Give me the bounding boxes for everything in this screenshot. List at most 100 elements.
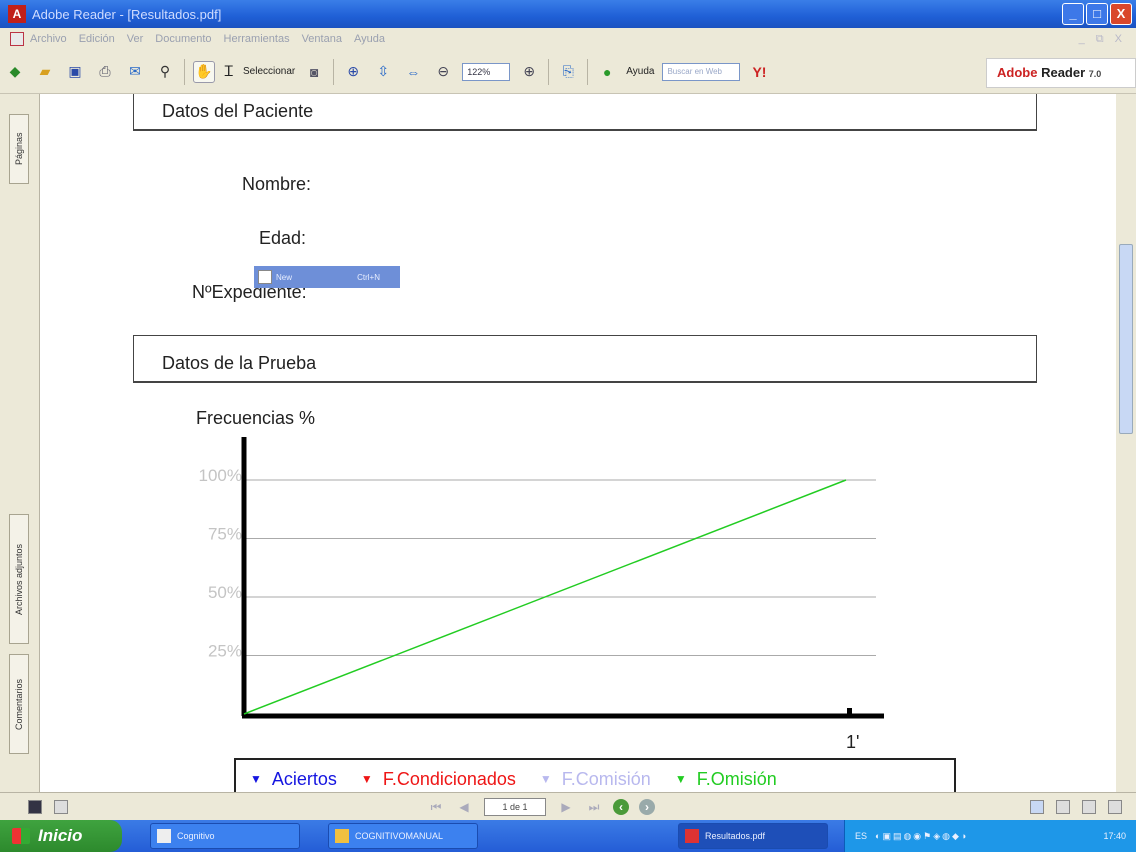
menu-ver[interactable]: Ver — [126, 33, 144, 45]
tab-archivos-adjuntos[interactable]: Archivos adjuntos — [9, 514, 29, 644]
page-layout-icon[interactable] — [28, 799, 42, 814]
system-tray: ES ◐▣▤◍◉⚑◈◍◆◑ 17:40 — [844, 820, 1136, 852]
continuous-icon[interactable] — [1056, 799, 1070, 814]
start-label: Inicio — [38, 826, 83, 845]
legend-label: F.Comisión — [561, 768, 651, 789]
go-back-icon[interactable]: ‹ — [613, 798, 629, 815]
toolbar-separator — [333, 58, 335, 85]
document-window-controls[interactable]: _ ⧉ X — [1078, 32, 1126, 45]
menu-herramientas[interactable]: Herramientas — [223, 33, 290, 45]
menu-documento[interactable]: Documento — [155, 33, 212, 45]
taskbar-item-cognitivo[interactable]: Cognitivo — [150, 823, 300, 849]
patient-section-header: Datos del Paciente — [133, 94, 1037, 131]
last-page-icon[interactable]: ⏭ — [588, 799, 600, 814]
series-line-f-omisi-n — [243, 479, 847, 715]
continuous-facing-icon[interactable] — [1108, 799, 1122, 814]
tray-icons[interactable]: ◐▣▤◍◉⚑◈◍◆◑ — [875, 830, 969, 841]
legend-marker-icon: ▼ — [250, 772, 262, 786]
menu-archivo[interactable]: Archivo — [30, 33, 67, 45]
organizer-icon[interactable]: ◆ — [9, 63, 21, 79]
zoom-level-field[interactable]: 122% — [462, 62, 511, 81]
menu-edicion[interactable]: Edición — [78, 33, 115, 45]
next-page-icon[interactable]: ▶ — [561, 799, 571, 814]
help-globe-icon[interactable]: ● — [603, 63, 612, 80]
tab-comentarios[interactable]: Comentarios — [9, 654, 29, 754]
menu-ventana[interactable]: Ventana — [301, 33, 342, 45]
close-button[interactable]: X — [1110, 3, 1132, 25]
taskbar-item-resultados[interactable]: Resultados.pdf — [678, 823, 828, 849]
binoculars-icon[interactable]: ⚲ — [159, 63, 171, 79]
y-tick-label: 25% — [208, 642, 242, 661]
select-tool-label[interactable]: Seleccionar — [243, 66, 296, 77]
print-icon[interactable]: ⎙ — [99, 63, 111, 79]
legend-label: F.Omisión — [696, 768, 777, 789]
taskbar-item-label: Resultados.pdf — [705, 831, 766, 841]
brand-version: 7.0 — [1088, 69, 1102, 79]
test-section-header: Datos de la Prueba — [133, 335, 1037, 383]
email-icon[interactable]: ✉ — [129, 63, 141, 79]
taskbar-item-label: COGNITIVOMANUAL — [355, 831, 444, 841]
nombre-label: Nombre: — [242, 174, 312, 194]
legend-marker-icon: ▼ — [674, 772, 687, 786]
zoom-in-icon[interactable]: ⊕ — [347, 63, 360, 79]
scrollbar-thumb[interactable] — [1119, 244, 1133, 434]
snapshot-icon[interactable]: ◙ — [310, 63, 319, 80]
text-select-icon[interactable]: Ꮖ — [224, 63, 234, 79]
fit-width-icon[interactable]: ⇔ — [406, 63, 421, 80]
menu-ayuda[interactable]: Ayuda — [353, 33, 385, 45]
help-button[interactable]: Ayuda — [626, 66, 655, 77]
previous-page-icon[interactable]: ◀ — [459, 799, 469, 814]
taskbar-item-cognitivomanual[interactable]: COGNITIVOMANUAL — [328, 823, 478, 849]
tab-paginas[interactable]: Páginas — [9, 114, 29, 184]
legend-item: ▼ Aciertos — [250, 769, 337, 790]
save-icon[interactable]: ▣ — [68, 63, 82, 79]
actual-size-icon[interactable]: ⇳ — [377, 63, 390, 79]
page-size-icon[interactable] — [54, 799, 68, 814]
context-menu-shortcut: Ctrl+N — [357, 272, 380, 282]
legend-label: F.Condicionados — [382, 768, 516, 789]
legend-label: Aciertos — [271, 768, 337, 789]
toolbar-separator — [587, 58, 589, 85]
page-number-field[interactable]: 1 de 1 — [484, 797, 546, 816]
start-button[interactable]: Inicio — [0, 820, 122, 852]
go-forward-icon[interactable]: › — [639, 798, 655, 815]
facing-icon[interactable] — [1082, 799, 1096, 814]
vertical-scrollbar[interactable] — [1116, 94, 1136, 792]
rotate-page-icon[interactable]: ⎘ — [562, 63, 574, 79]
windows-logo-icon — [12, 828, 30, 844]
legend-marker-icon: ▼ — [360, 772, 373, 786]
x-tick-mark — [847, 708, 852, 714]
legend-item: ▼ F.Condicionados — [361, 769, 516, 790]
document-view[interactable]: Datos del Paciente Nombre: Edad: NºExped… — [40, 94, 1116, 792]
chart-title: Frecuencias % — [196, 408, 315, 428]
first-page-icon[interactable]: ⏮ — [430, 799, 442, 814]
taskbar-item-label: Cognitivo — [177, 831, 215, 841]
chart-legend: ▼ Aciertos ▼ F.Condicionados ▼ F.Comisión ▼ F.O… — [234, 758, 956, 792]
toolbar: ◆ ▰ ▣ ⎙ ✉ ⚲ ✋ Ꮖ Seleccionar ◙ ⊕ ⇳ ⇔ ⊖ 12… — [0, 50, 1136, 94]
toolbar-separator — [548, 58, 550, 85]
x-tick-label: 1' — [846, 732, 859, 752]
web-search-input[interactable]: Buscar en Web — [662, 62, 741, 81]
window-title: Adobe Reader - [Resultados.pdf] — [32, 6, 222, 22]
y-tick-label: 100% — [199, 466, 242, 485]
status-bar: ⏮ ◀ 1 de 1 ▶ ⏭ ‹ › — [0, 792, 1136, 820]
language-indicator[interactable]: ES — [855, 831, 868, 841]
frequency-chart: Frecuencias % 25% 50% 75% 100% 1' — [196, 408, 884, 752]
yahoo-icon[interactable]: Y! — [752, 63, 767, 80]
new-document-icon — [258, 270, 272, 284]
app-window-icon — [157, 829, 171, 843]
single-page-icon[interactable] — [1030, 799, 1044, 814]
context-menu-hint[interactable]: New Ctrl+N — [254, 266, 400, 288]
pdf-file-icon — [685, 829, 699, 843]
minimize-button[interactable]: _ — [1062, 3, 1084, 25]
zoom-plus-icon[interactable]: ⊕ — [523, 63, 536, 79]
hand-tool-icon[interactable]: ✋ — [193, 60, 215, 83]
adobe-reader-icon: A — [8, 5, 26, 23]
zoom-out-icon[interactable]: ⊖ — [437, 63, 450, 79]
legend-item: ▼ F.Comisión — [540, 769, 651, 790]
maximize-button[interactable]: □ — [1086, 3, 1108, 25]
windows-taskbar: Inicio Cognitivo COGNITIVOMANUAL Resulta… — [0, 820, 1136, 852]
context-menu-label: New — [276, 272, 293, 282]
open-folder-icon[interactable]: ▰ — [39, 63, 51, 79]
navigation-panel-rail: Páginas Archivos adjuntos Comentarios — [0, 94, 40, 792]
